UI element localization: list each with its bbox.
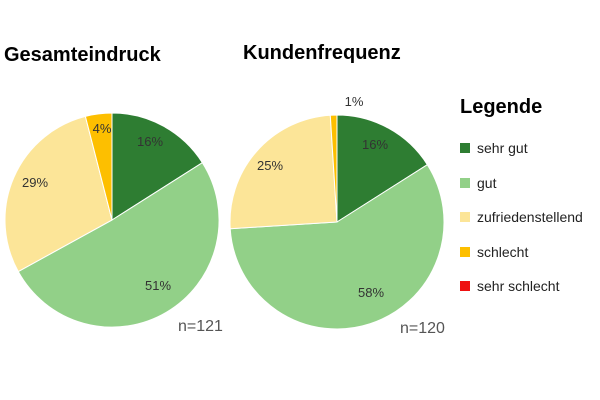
slice-label: 58% bbox=[358, 285, 384, 300]
legend-title: Legende bbox=[460, 96, 543, 118]
legend-swatch bbox=[460, 212, 470, 223]
legend-item: schlecht bbox=[460, 235, 583, 270]
slice-label: 4% bbox=[93, 121, 112, 136]
slice-label: 16% bbox=[137, 134, 163, 149]
slice-label: 1% bbox=[345, 94, 364, 109]
slice-label: 51% bbox=[145, 278, 171, 293]
pie-slice-schlecht bbox=[84, 112, 113, 221]
slice-label: 16% bbox=[362, 137, 388, 152]
legend-swatch bbox=[460, 143, 470, 154]
legend-label: zufriedenstellend bbox=[477, 209, 583, 226]
legend-label: schlecht bbox=[477, 243, 529, 260]
slice-label: 29% bbox=[22, 175, 48, 190]
legend-label: sehr schlecht bbox=[477, 278, 560, 295]
pie-slice-gut bbox=[229, 163, 445, 330]
legend: Legende sehr gut gut zufriedenstellend schl… bbox=[460, 96, 583, 304]
slice-label: 25% bbox=[257, 158, 283, 173]
chart-title-kundenfrequenz: Kundenfrequenz bbox=[243, 42, 401, 64]
legend-item: sehr gut bbox=[460, 131, 583, 166]
sample-size-kundenfrequenz: n=120 bbox=[400, 320, 445, 337]
legend-label: gut bbox=[477, 174, 497, 191]
legend-items: sehr gut gut zufriedenstellend schlecht sehr… bbox=[460, 131, 583, 304]
legend-swatch bbox=[460, 246, 470, 257]
pie-slice-gut bbox=[17, 161, 220, 328]
pie-slice-sehr-gut bbox=[336, 114, 429, 223]
legend-swatch bbox=[460, 177, 470, 188]
pie-slice-zufriedenstellend bbox=[4, 115, 113, 273]
pie-slice-schlecht bbox=[329, 114, 338, 223]
legend-item: sehr schlecht bbox=[460, 269, 583, 304]
legend-item: gut bbox=[460, 166, 583, 201]
sample-size-gesamteindruck: n=121 bbox=[178, 318, 223, 335]
pie-slice-zufriedenstellend bbox=[229, 114, 338, 230]
legend-swatch bbox=[460, 281, 470, 292]
legend-item: zufriedenstellend bbox=[460, 200, 583, 235]
pie-slice-sehr-gut bbox=[111, 112, 204, 221]
chart-title-gesamteindruck: Gesamteindruck bbox=[4, 44, 161, 66]
legend-label: sehr gut bbox=[477, 140, 528, 157]
